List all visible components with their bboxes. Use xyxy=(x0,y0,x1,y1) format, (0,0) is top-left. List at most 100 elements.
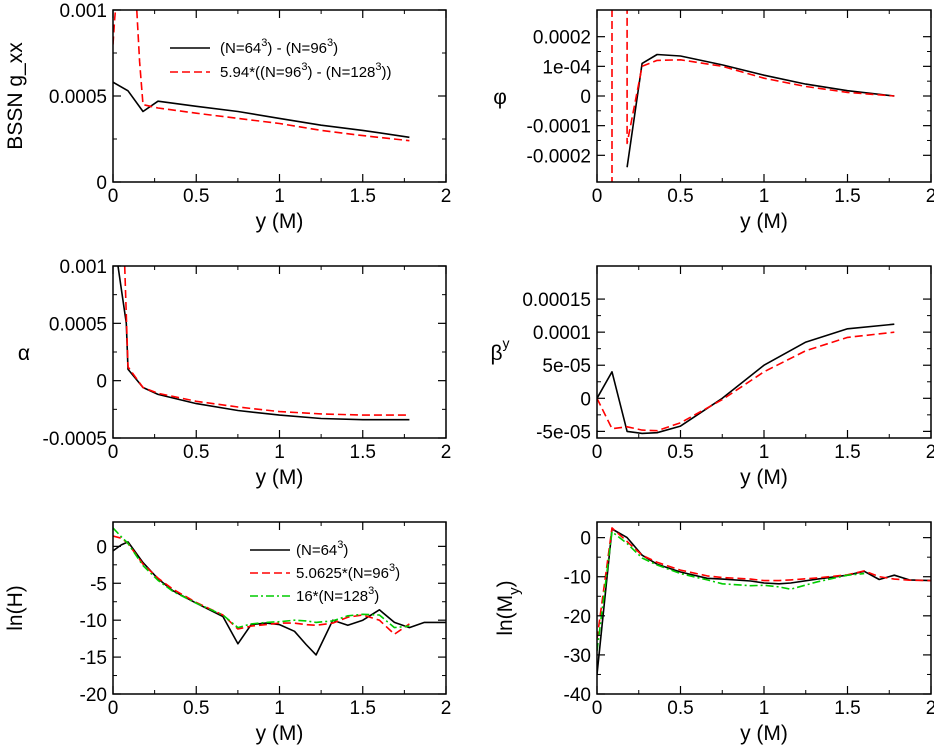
x-tick-label: 0.5 xyxy=(667,442,693,463)
x-tick-label: 1.5 xyxy=(350,186,376,207)
x-tick-label: 1 xyxy=(274,698,285,719)
y-tick-label: -10 xyxy=(564,568,591,589)
x-tick-label: 0 xyxy=(592,186,603,207)
y-tick-label: 0.00015 xyxy=(522,290,591,311)
series-line-lnH-1 xyxy=(113,535,410,636)
legend-text: ) xyxy=(395,565,400,582)
y-tick-label: -40 xyxy=(564,685,591,706)
y-tick-label: 0.0005 xyxy=(49,314,107,335)
x-axis-label: y (M) xyxy=(256,466,304,489)
series-line-gxx-0 xyxy=(113,81,410,139)
y-tick-label: 0 xyxy=(96,537,107,558)
x-tick-label: 0 xyxy=(592,442,603,463)
y-tick-label: -0.0002 xyxy=(527,146,591,167)
y-tick-label: 0 xyxy=(96,173,107,194)
series-line-betay-0 xyxy=(597,323,895,435)
x-tick-label: 0.5 xyxy=(183,698,209,719)
legend-label: 5.94*((N=963) - (N=1283)) xyxy=(220,61,392,81)
plot-frame xyxy=(112,9,447,183)
series-line-lnH-2 xyxy=(113,527,410,629)
legend-label: 16*(N=1283) xyxy=(296,585,379,605)
legend-text: (N=64 xyxy=(220,40,261,57)
panel-gxx: 0 0.5 1 1.5 2 0 0.0005 0.001 y (M) BSSN g_xx (N=64… xyxy=(4,1,451,233)
legend-label: (N=643) xyxy=(296,539,348,559)
x-tick-label: 1.5 xyxy=(834,186,860,207)
x-tick-label: 2 xyxy=(441,442,452,463)
legend-text: )) xyxy=(382,64,392,81)
y-axis-label-tail: ) xyxy=(494,580,517,587)
y-axis-label: α xyxy=(18,342,30,365)
x-axis-label: y (M) xyxy=(740,466,788,489)
legend-text: ) - (N=96 xyxy=(267,40,327,57)
y-tick-label: 0 xyxy=(580,87,591,108)
y-axis-label-sup: y xyxy=(503,335,510,351)
series-line-alpha-1 xyxy=(123,266,410,416)
x-tick-label: 1.5 xyxy=(350,442,376,463)
y-tick-label: 5e-05 xyxy=(542,356,591,377)
series-group xyxy=(117,266,410,421)
legend-sup: 3 xyxy=(389,562,395,574)
plot-frame xyxy=(112,521,447,695)
legend-text: (N=64 xyxy=(296,542,337,559)
y-tick-label: -0.0005 xyxy=(43,429,107,450)
legend-text: 5.0625*(N=96 xyxy=(296,565,389,582)
series-line-lnMy-0 xyxy=(597,528,931,675)
y-tick-label: -5 xyxy=(90,574,107,595)
y-axis-label: BSSN g_xx xyxy=(4,42,27,150)
y-tick-label: -0.0001 xyxy=(527,117,591,138)
x-tick-label: 0.5 xyxy=(667,186,693,207)
series-group xyxy=(597,323,895,435)
x-tick-label: 1 xyxy=(759,186,770,207)
x-tick-label: 1.5 xyxy=(834,442,860,463)
x-tick-label: 0.5 xyxy=(183,186,209,207)
y-axis-label: ln(H) xyxy=(4,585,27,631)
x-tick-label: 2 xyxy=(441,186,452,207)
x-axis-label: y (M) xyxy=(256,210,304,233)
legend-text: ) xyxy=(333,40,338,57)
x-axis-label: y (M) xyxy=(256,722,304,745)
legend-text: ) xyxy=(374,588,379,605)
x-axis-label: y (M) xyxy=(740,722,788,745)
legend-label: (N=643) - (N=963) xyxy=(220,37,338,57)
series-line-lnH-0 xyxy=(113,541,446,656)
x-tick-label: 1.5 xyxy=(350,698,376,719)
legend-sup: 3 xyxy=(261,37,267,49)
x-tick-label: 2 xyxy=(926,698,934,719)
x-tick-label: 1 xyxy=(274,442,285,463)
legend-text: 5.94*((N=96 xyxy=(220,64,301,81)
y-tick-label: 0 xyxy=(96,372,107,393)
series-group xyxy=(611,10,895,182)
series-group xyxy=(113,527,446,656)
y-tick-label: 1e-04 xyxy=(542,57,591,78)
x-tick-label: 0 xyxy=(108,442,119,463)
legend-sup: 3 xyxy=(368,585,374,597)
legend-sup: 3 xyxy=(375,61,381,73)
x-tick-label: 0.5 xyxy=(667,698,693,719)
y-tick-label: -10 xyxy=(80,611,107,632)
x-tick-label: 2 xyxy=(441,698,452,719)
x-tick-label: 0 xyxy=(592,698,603,719)
y-tick-label: 0.0001 xyxy=(533,323,591,344)
legend-text: ) - (N=128 xyxy=(307,64,375,81)
series-line-lnMy-2 xyxy=(597,530,865,652)
y-tick-label: -30 xyxy=(564,646,591,667)
x-tick-label: 1 xyxy=(274,186,285,207)
panel-lnH: 0 0.5 1 1.5 2-20-15-10-50y (M)ln(H)(N=643)5.… xyxy=(4,521,452,745)
legend-text: ) xyxy=(343,542,348,559)
series-group xyxy=(597,527,931,675)
plot-frame xyxy=(596,521,932,695)
y-axis-label: φ xyxy=(493,86,507,109)
legend-text: 16*(N=128 xyxy=(296,588,368,605)
x-tick-label: 0.5 xyxy=(183,442,209,463)
x-tick-label: 0 xyxy=(108,698,119,719)
y-tick-label: 0 xyxy=(580,389,591,410)
legend-label: 5.0625*(N=963) xyxy=(296,562,400,582)
series-line-betay-1 xyxy=(597,331,895,432)
legend-sup: 3 xyxy=(327,37,333,49)
y-tick-label: 0.0002 xyxy=(533,28,591,49)
y-tick-label: 0.001 xyxy=(59,257,107,278)
y-tick-label: -20 xyxy=(564,607,591,628)
